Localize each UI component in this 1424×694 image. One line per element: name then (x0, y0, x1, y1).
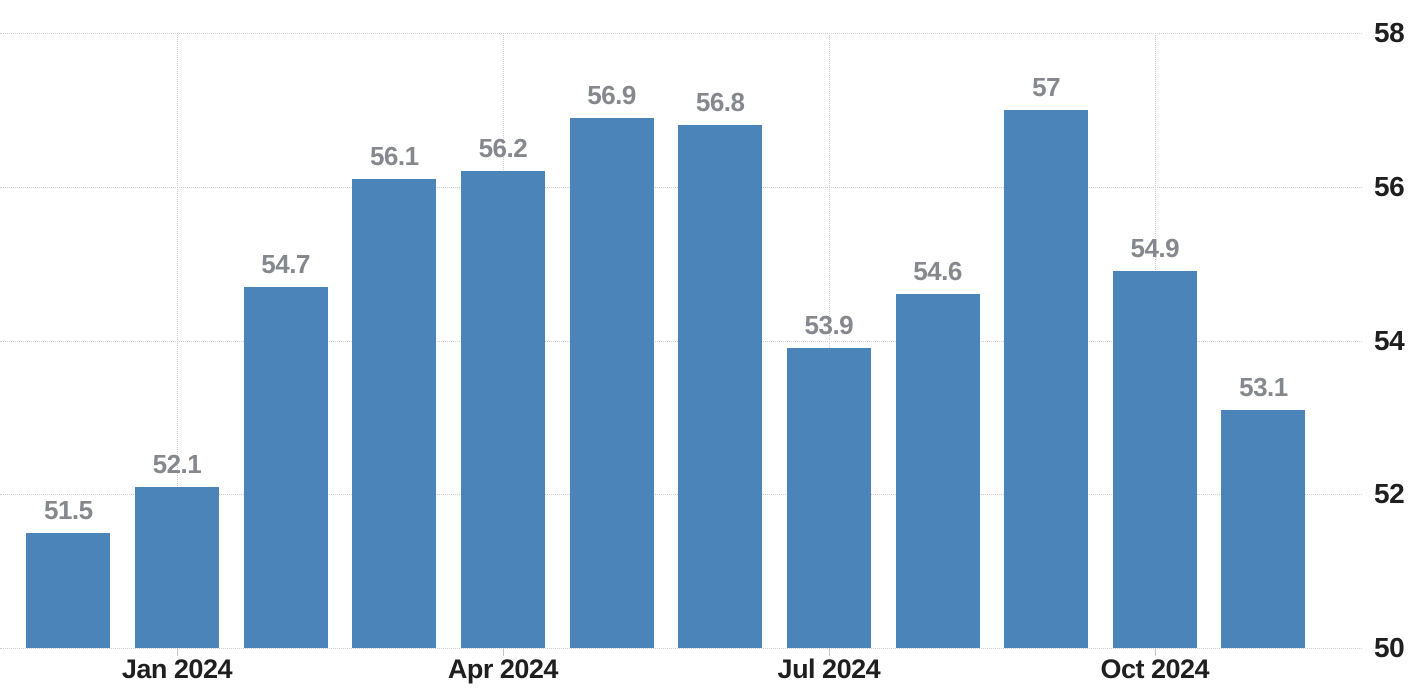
bar[interactable] (895, 294, 980, 648)
bar-value-label: 52.1 (152, 448, 202, 479)
bar[interactable] (134, 486, 219, 648)
bar-value-label: 57 (1032, 71, 1061, 102)
bar-value-label: 54.7 (261, 248, 310, 279)
bar-value-label: 56.9 (587, 79, 636, 110)
bar[interactable] (243, 286, 328, 648)
bar[interactable] (569, 117, 654, 648)
bar[interactable] (352, 179, 437, 648)
bar-value-label: 53.9 (804, 310, 854, 341)
x-axis-tick-label: Jan 2024 (121, 654, 233, 684)
x-axis-tick-mark (502, 648, 504, 656)
horizontal-gridline (0, 648, 1362, 649)
bar-value-label: 51.5 (43, 494, 93, 525)
y-axis-tick-label: 54 (1374, 324, 1405, 356)
x-axis-tick-mark (176, 648, 178, 656)
bar[interactable] (1112, 271, 1197, 648)
x-axis-tick-label: Jul 2024 (777, 654, 881, 684)
y-axis-tick-label: 50 (1374, 632, 1405, 663)
horizontal-gridline (0, 33, 1362, 34)
y-axis-tick-label: 52 (1374, 478, 1405, 510)
bar-value-label: 56.2 (478, 133, 528, 164)
bar-value-label: 56.1 (369, 141, 419, 172)
bar[interactable] (678, 125, 763, 648)
vertical-gridline (828, 33, 830, 648)
bar[interactable] (786, 348, 871, 648)
y-axis-tick-label: 56 (1374, 170, 1405, 202)
bar[interactable] (1004, 109, 1089, 648)
bar-value-label: 54.9 (1130, 233, 1180, 264)
x-axis-tick-label: Oct 2024 (1100, 654, 1210, 684)
x-axis-tick-mark (1154, 648, 1156, 656)
vertical-gridline (176, 33, 178, 648)
x-axis-tick-mark (828, 648, 830, 656)
bar-value-label: 54.6 (913, 256, 962, 287)
bar[interactable] (26, 532, 111, 648)
x-axis-tick-label: Apr 2024 (447, 654, 559, 684)
bar-value-label: 53.1 (1239, 371, 1288, 402)
bar[interactable] (460, 171, 545, 648)
y-axis-tick-label: 58 (1374, 17, 1405, 48)
bar-value-label: 56.8 (695, 87, 745, 118)
bar[interactable] (1221, 409, 1306, 648)
